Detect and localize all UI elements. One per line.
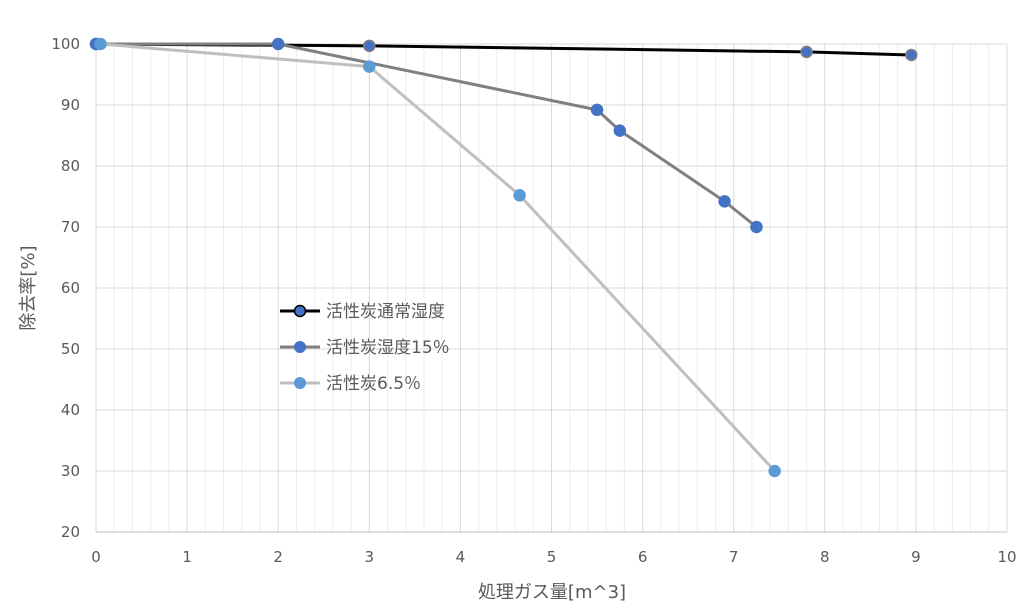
- y-axis-title: 除去率[%]: [18, 245, 39, 330]
- x-tick-labels: 0 1 2 3 4 5 6 7 8 9 10: [91, 548, 1016, 566]
- series-line: [100, 42, 776, 473]
- x-tick-label: 9: [911, 548, 921, 566]
- series-1: [89, 37, 918, 62]
- x-tick-label: 7: [729, 548, 739, 566]
- legend-label-series-2: 活性炭湿度15％: [326, 338, 450, 358]
- x-tick-label: 6: [638, 548, 648, 566]
- data-point[interactable]: [94, 37, 107, 51]
- series-2: [89, 37, 763, 234]
- y-tick-label: 20: [61, 523, 80, 541]
- legend-item-series-1[interactable]: 活性炭通常湿度: [280, 302, 445, 322]
- data-point[interactable]: [750, 220, 763, 234]
- data-point[interactable]: [718, 195, 731, 208]
- data-point[interactable]: [513, 189, 526, 202]
- x-tick-label: 8: [820, 548, 830, 566]
- y-tick-label: 60: [61, 279, 80, 297]
- y-tick-label: 100: [51, 35, 80, 53]
- x-tick-label: 2: [273, 548, 283, 566]
- x-tick-label: 0: [91, 548, 101, 566]
- x-tick-label: 4: [456, 548, 466, 566]
- x-tick-label: 3: [365, 548, 375, 566]
- series-3: [94, 37, 781, 478]
- data-point[interactable]: [271, 37, 285, 51]
- x-tick-label: 10: [997, 548, 1016, 566]
- y-tick-label: 30: [61, 462, 80, 480]
- series-layer: [89, 37, 918, 478]
- y-tick-label: 40: [61, 401, 80, 419]
- data-point[interactable]: [590, 103, 604, 117]
- legend-item-series-2[interactable]: 活性炭湿度15％: [280, 338, 450, 358]
- legend-item-series-3[interactable]: 活性炭6.5％: [280, 374, 421, 394]
- y-tick-label: 80: [61, 157, 80, 175]
- x-axis-title: 処理ガス量[m^3]: [478, 582, 626, 603]
- x-tick-label: 5: [547, 548, 557, 566]
- data-point[interactable]: [363, 60, 376, 73]
- y-tick-labels: 20 30 40 50 60 70 80 90 100: [51, 35, 80, 541]
- x-tick-label: 1: [182, 548, 192, 566]
- y-tick-label: 90: [61, 96, 80, 114]
- y-tick-label: 50: [61, 340, 80, 358]
- series-line: [96, 42, 758, 229]
- legend-label-series-1: 活性炭通常湿度: [326, 302, 445, 322]
- data-point[interactable]: [363, 39, 376, 53]
- major-grid: [95, 43, 1008, 533]
- legend: 活性炭通常湿度 活性炭湿度15％ 活性炭6.5％: [280, 302, 450, 394]
- data-point[interactable]: [800, 45, 813, 59]
- legend-label-series-3: 活性炭6.5％: [326, 374, 421, 394]
- data-point[interactable]: [613, 124, 627, 137]
- data-point[interactable]: [905, 48, 918, 62]
- y-tick-label: 70: [61, 218, 80, 236]
- data-point[interactable]: [768, 464, 781, 478]
